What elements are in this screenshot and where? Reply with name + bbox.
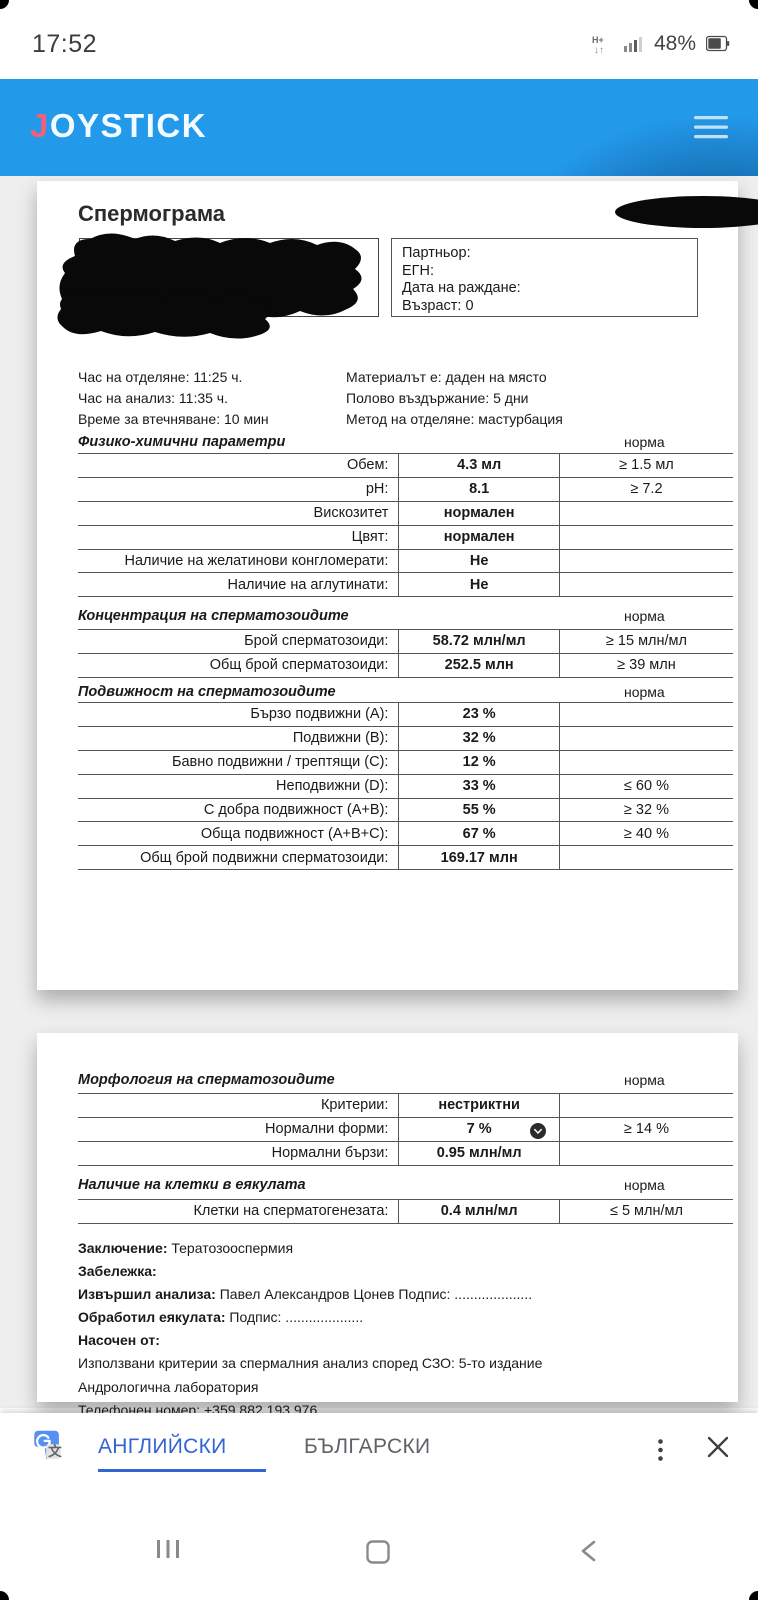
svg-text:H+: H+ — [592, 35, 604, 45]
svg-text:↓↑: ↓↑ — [594, 45, 604, 54]
svg-text:文: 文 — [48, 1443, 62, 1459]
